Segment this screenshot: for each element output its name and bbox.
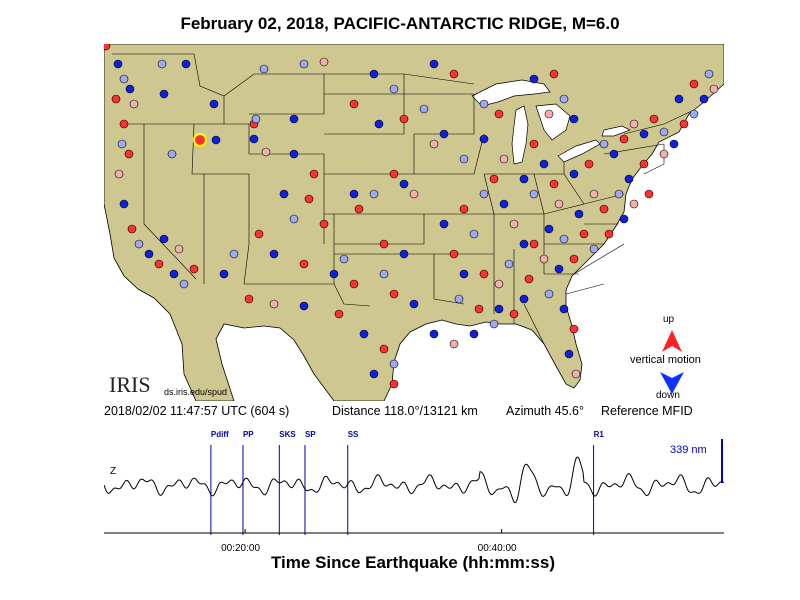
azimuth-label: Azimuth 45.6°: [506, 404, 584, 418]
time-tick-marks: [244, 529, 503, 533]
plot-title: February 02, 2018, PACIFIC-ANTARCTIC RID…: [180, 14, 620, 33]
legend-down-label: down: [656, 390, 680, 401]
phase-label-pdiff: Pdiff: [210, 430, 229, 439]
phase-label-r1: R1: [593, 430, 604, 439]
time-tick-label: 00:40:00: [477, 543, 517, 554]
station-map: [104, 44, 724, 401]
phase-label-sks: SKS: [279, 430, 296, 439]
state-borders: [112, 53, 695, 345]
up-arrow-icon: [662, 330, 682, 352]
legend-vertical-motion-label: vertical motion: [630, 354, 701, 366]
time-tick-label: 00:20:00: [221, 543, 261, 554]
lake-huron: [535, 103, 571, 141]
phase-label-pp: PP: [242, 430, 254, 439]
phase-lines: [210, 445, 595, 535]
stations: [104, 44, 719, 389]
lake-ontario: [601, 125, 631, 137]
amplitude-scale-label: 339 nm: [670, 444, 707, 456]
legend-up-label: up: [663, 314, 675, 325]
phase-label-sp: SP: [304, 430, 316, 439]
phase-label-ss: SS: [347, 430, 359, 439]
seismogram-trace-panel: [104, 439, 724, 535]
distance-label: Distance 118.0°/13121 km: [332, 404, 478, 418]
lake-michigan: [511, 105, 529, 165]
us-land: [104, 44, 724, 401]
source-url[interactable]: ds.iris.edu/spud: [164, 387, 228, 397]
time-axis-label: Time Since Earthquake (hh:mm:ss): [270, 553, 556, 572]
lake-superior: [471, 79, 551, 107]
seismogram-trace: [104, 456, 724, 504]
reference-station-label: Reference MFID: [601, 404, 693, 418]
component-label: Z: [110, 466, 117, 477]
down-arrow-icon: [660, 372, 684, 394]
origin-time: 2018/02/02 11:47:57 UTC (604 s): [104, 404, 290, 418]
iris-logo: IRIS: [109, 372, 151, 397]
